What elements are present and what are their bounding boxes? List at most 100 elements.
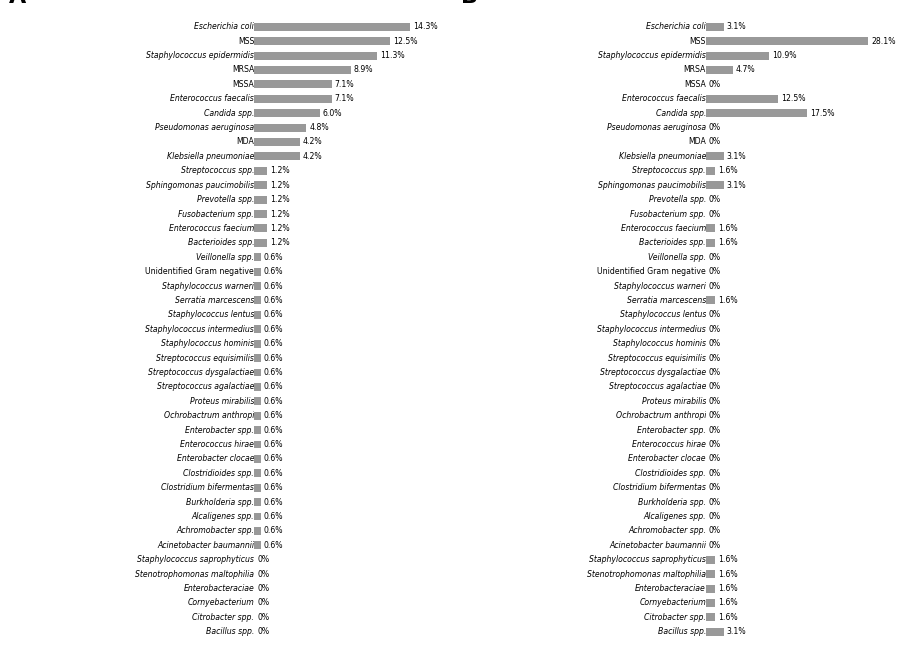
Text: 1.6%: 1.6% [718, 613, 738, 622]
Bar [706, 297, 716, 304]
Text: Enterococcus faecalis: Enterococcus faecalis [622, 95, 706, 103]
Text: 1.2%: 1.2% [270, 239, 290, 247]
Text: 1.6%: 1.6% [718, 556, 738, 564]
Text: 0.6%: 0.6% [264, 426, 283, 435]
Bar [254, 196, 267, 203]
Bar [706, 224, 716, 232]
Text: Ochrobactrum anthropi: Ochrobactrum anthropi [164, 411, 254, 420]
Bar [254, 340, 261, 348]
Text: Achromobacter spp.: Achromobacter spp. [176, 526, 254, 535]
Text: 0%: 0% [709, 512, 721, 521]
Text: 0%: 0% [709, 353, 721, 363]
Text: 3.1%: 3.1% [726, 152, 746, 161]
Text: 0.6%: 0.6% [264, 512, 283, 521]
Text: Bacillus spp.: Bacillus spp. [206, 627, 254, 636]
Text: Streptococcus spp.: Streptococcus spp. [181, 166, 254, 175]
Text: 1.2%: 1.2% [270, 209, 290, 218]
Bar [254, 110, 320, 117]
Text: Prevotella spp.: Prevotella spp. [197, 195, 254, 204]
Text: 0%: 0% [709, 282, 721, 291]
Bar [706, 95, 778, 103]
Bar [254, 397, 261, 406]
Bar [254, 325, 261, 333]
Text: Staphylococcus lentus: Staphylococcus lentus [168, 310, 254, 319]
Text: 0%: 0% [709, 497, 721, 507]
Text: Enterococcus faecium: Enterococcus faecium [169, 224, 254, 233]
Bar [254, 368, 261, 376]
Bar [254, 512, 261, 520]
Text: Serratia marcescens: Serratia marcescens [175, 296, 254, 305]
Text: Clostridioides spp.: Clostridioides spp. [635, 469, 706, 478]
Text: 0.6%: 0.6% [264, 353, 283, 363]
Text: Bacterioides spp.: Bacterioides spp. [639, 239, 706, 247]
Text: 4.8%: 4.8% [310, 123, 328, 132]
Text: 6.0%: 6.0% [322, 109, 342, 118]
Text: 0%: 0% [257, 627, 269, 636]
Text: MSSA: MSSA [684, 80, 706, 89]
Bar [706, 23, 724, 31]
Text: Streptococcus equisimilis: Streptococcus equisimilis [157, 353, 254, 363]
Text: 1.6%: 1.6% [718, 166, 738, 175]
Text: 0%: 0% [709, 339, 721, 348]
Text: 0.6%: 0.6% [264, 382, 283, 391]
Text: Streptococcus equisimilis: Streptococcus equisimilis [608, 353, 706, 363]
Bar [254, 441, 261, 449]
Text: Enterobacter spp.: Enterobacter spp. [185, 426, 254, 435]
Text: 0%: 0% [709, 310, 721, 319]
Text: Staphylococcus epidermidis: Staphylococcus epidermidis [147, 51, 254, 60]
Text: Unidentified Gram negative: Unidentified Gram negative [146, 267, 254, 276]
Bar [706, 52, 769, 59]
Text: Streptococcus spp.: Streptococcus spp. [633, 166, 706, 175]
Text: 1.6%: 1.6% [718, 296, 738, 305]
Bar [706, 239, 716, 247]
Bar [254, 383, 261, 391]
Text: 0%: 0% [709, 80, 721, 89]
Text: 0%: 0% [257, 556, 269, 564]
Text: 0%: 0% [257, 570, 269, 578]
Text: MRSA: MRSA [684, 65, 706, 74]
Text: MSSA: MSSA [232, 80, 254, 89]
Text: 0%: 0% [709, 209, 721, 218]
Text: 3.1%: 3.1% [726, 181, 746, 190]
Text: Fusobacterium spp.: Fusobacterium spp. [178, 209, 254, 218]
Text: Staphylococcus lentus: Staphylococcus lentus [619, 310, 706, 319]
Text: 4.2%: 4.2% [302, 152, 322, 161]
Bar [706, 167, 716, 175]
Text: 0.6%: 0.6% [264, 440, 283, 449]
Bar [254, 66, 351, 74]
Text: 1.6%: 1.6% [718, 224, 738, 233]
Text: 0.6%: 0.6% [264, 483, 283, 492]
Text: Staphylococcus hominis: Staphylococcus hominis [613, 339, 706, 348]
Text: B: B [461, 0, 478, 7]
Text: Escherichia coli: Escherichia coli [646, 22, 706, 31]
Bar [254, 138, 300, 146]
Text: Staphylococcus intermedius: Staphylococcus intermedius [146, 325, 254, 334]
Text: Clostridium bifermentas: Clostridium bifermentas [161, 483, 254, 492]
Text: 10.9%: 10.9% [772, 51, 796, 60]
Text: Klebsiella pneumoniae: Klebsiella pneumoniae [166, 152, 254, 161]
Bar [706, 153, 724, 160]
Text: Veillonella spp.: Veillonella spp. [196, 253, 254, 261]
Bar [254, 37, 391, 45]
Bar [254, 210, 267, 218]
Text: Staphylococcus epidermidis: Staphylococcus epidermidis [598, 51, 706, 60]
Text: Staphylococcus saprophyticus: Staphylococcus saprophyticus [590, 556, 706, 564]
Text: Enterococcus hirae: Enterococcus hirae [180, 440, 254, 449]
Text: Enterobacteraciae: Enterobacteraciae [184, 584, 254, 593]
Text: 0.6%: 0.6% [264, 526, 283, 535]
Text: Burkholderia spp.: Burkholderia spp. [186, 497, 254, 507]
Text: Staphylococcus hominis: Staphylococcus hominis [161, 339, 254, 348]
Text: Stenotrophomonas maltophilia: Stenotrophomonas maltophilia [135, 570, 254, 578]
Text: 0.6%: 0.6% [264, 497, 283, 507]
Text: 0%: 0% [709, 253, 721, 261]
Bar [254, 124, 307, 132]
Bar [254, 426, 261, 434]
Text: 0.6%: 0.6% [264, 267, 283, 276]
Text: 12.5%: 12.5% [393, 37, 418, 46]
Text: Stenotrophomonas maltophilia: Stenotrophomonas maltophilia [587, 570, 706, 578]
Text: Unidentified Gram negative: Unidentified Gram negative [598, 267, 706, 276]
Text: 0%: 0% [709, 382, 721, 391]
Bar [254, 455, 261, 463]
Bar [254, 484, 261, 492]
Text: 0%: 0% [709, 138, 721, 147]
